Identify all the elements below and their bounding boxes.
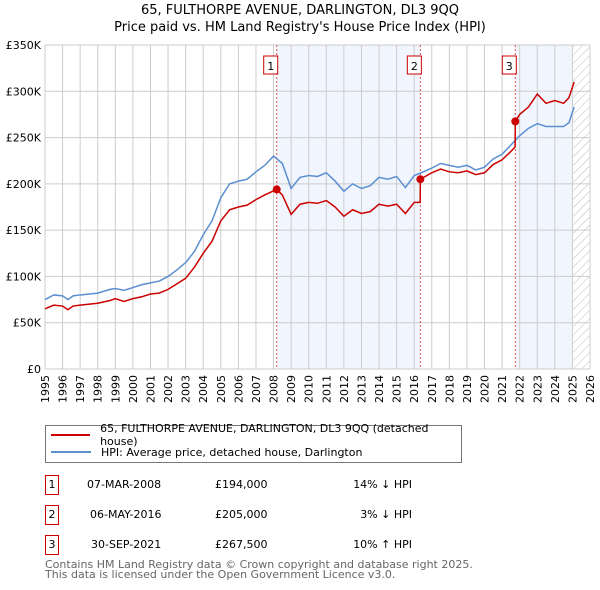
legend-swatch-blue — [51, 451, 91, 453]
sale-price: £267,500 — [215, 538, 268, 551]
x-tick-label: 1995 — [39, 375, 52, 403]
x-tick-label: 2026 — [584, 375, 597, 403]
sale-hpi-diff: 3% ↓ HPI — [360, 508, 412, 521]
x-tick-label: 2002 — [162, 375, 175, 403]
series-line-property — [44, 81, 575, 311]
x-tick-label: 2012 — [338, 375, 351, 403]
sale-label-box — [501, 55, 517, 75]
x-tick-label: 2006 — [232, 375, 245, 403]
forecast-hatch — [573, 45, 590, 369]
sale-label: 3 — [506, 60, 513, 73]
series-line-hpi — [44, 106, 575, 301]
x-tick-label: 2003 — [180, 375, 193, 403]
x-tick-label: 2016 — [408, 375, 421, 403]
x-tick-label: 2001 — [144, 375, 157, 403]
sale-hpi-diff: 10% ↑ HPI — [353, 538, 412, 551]
x-tick-label: 2021 — [496, 375, 509, 403]
x-tick-label: 2000 — [127, 375, 140, 403]
shaded-range — [515, 45, 574, 369]
x-tick-label: 1999 — [109, 375, 122, 403]
sale-badge: 2 — [45, 505, 59, 525]
x-tick-label: 2008 — [268, 375, 281, 403]
sale-label: 1 — [267, 60, 274, 73]
x-tick-label: 2005 — [215, 375, 228, 403]
sale-date: 30-SEP-2021 — [91, 538, 162, 551]
footer: Contains HM Land Registry data © Crown c… — [45, 558, 473, 581]
legend-swatch-red — [51, 434, 91, 436]
footer-line: This data is licensed under the Open Gov… — [45, 568, 396, 581]
sale-label-box — [406, 55, 422, 75]
sale-label-box — [263, 55, 279, 75]
sale-point — [416, 175, 425, 184]
y-tick-label: £300K — [6, 85, 42, 98]
sale-price: £194,000 — [215, 478, 268, 491]
legend-item-hpi: HPI: Average price, detached house, Darl… — [51, 444, 362, 460]
legend-label: HPI: Average price, detached house, Darl… — [101, 445, 363, 459]
y-tick-label: £50K — [13, 317, 42, 330]
chart-subtitle: Price paid vs. HM Land Registry's House … — [114, 20, 486, 35]
x-tick-label: 2017 — [426, 375, 439, 403]
sale-price: £205,000 — [215, 508, 268, 521]
sale-date: 06-MAY-2016 — [90, 508, 162, 521]
x-tick-label: 2022 — [514, 375, 527, 403]
x-tick-label: 2004 — [197, 375, 210, 403]
x-tick-label: 2007 — [250, 375, 263, 403]
y-tick-label: £100K — [6, 270, 42, 283]
x-tick-label: 2023 — [531, 375, 544, 403]
sale-row: 3 30-SEP-2021 £267,500 10% ↑ HPI — [45, 535, 465, 555]
x-tick-label: 2024 — [549, 375, 562, 403]
plot-area: 1995 1996 1997 1998 1999 2000 2001 2002 2003 2004… — [6, 39, 597, 403]
x-tick-label: 2018 — [443, 375, 456, 403]
x-tick-label: 1997 — [74, 375, 87, 403]
x-tick-label: 1998 — [92, 375, 105, 403]
sale-row: 2 06-MAY-2016 £205,000 3% ↓ HPI — [45, 505, 465, 525]
sale-point — [511, 117, 520, 126]
sale-hpi-diff: 14% ↓ HPI — [353, 478, 412, 491]
x-tick-label: 2019 — [461, 375, 474, 403]
x-tick-label: 2025 — [566, 375, 579, 403]
footer-line: Contains HM Land Registry data © Crown c… — [45, 558, 473, 571]
sale-date: 07-MAR-2008 — [87, 478, 162, 491]
x-tick-label: 2009 — [285, 375, 298, 403]
legend-label: 65, FULTHORPE AVENUE, DARLINGTON, DL3 9Q… — [100, 422, 429, 448]
legend: 65, FULTHORPE AVENUE, DARLINGTON, DL3 9Q… — [45, 422, 462, 463]
x-tick-label: 2011 — [320, 375, 333, 403]
y-tick-label: £250K — [6, 132, 42, 145]
x-tick-label: 2020 — [479, 375, 492, 403]
x-tick-label: 2014 — [373, 375, 386, 403]
sale-label: 2 — [411, 60, 418, 73]
y-tick-label: £350K — [6, 39, 42, 52]
y-tick-label: £200K — [6, 178, 42, 191]
chart-title: 65, FULTHORPE AVENUE, DARLINGTON, DL3 9Q… — [141, 3, 459, 18]
y-tick-label: £150K — [6, 224, 42, 237]
x-tick-label: 2015 — [391, 375, 404, 403]
y-tick-label: £0 — [27, 363, 41, 376]
x-tick-label: 2010 — [303, 375, 316, 403]
legend-item-property: 65, FULTHORPE AVENUE, DARLINGTON, DL3 9Q… — [51, 422, 461, 448]
sale-badge: 3 — [45, 535, 59, 555]
sale-badge: 1 — [45, 475, 59, 495]
x-tick-label: 2013 — [355, 375, 368, 403]
x-tick-label: 1996 — [57, 375, 70, 403]
sale-point — [272, 185, 281, 194]
sale-row: 1 07-MAR-2008 £194,000 14% ↓ HPI — [45, 475, 465, 495]
